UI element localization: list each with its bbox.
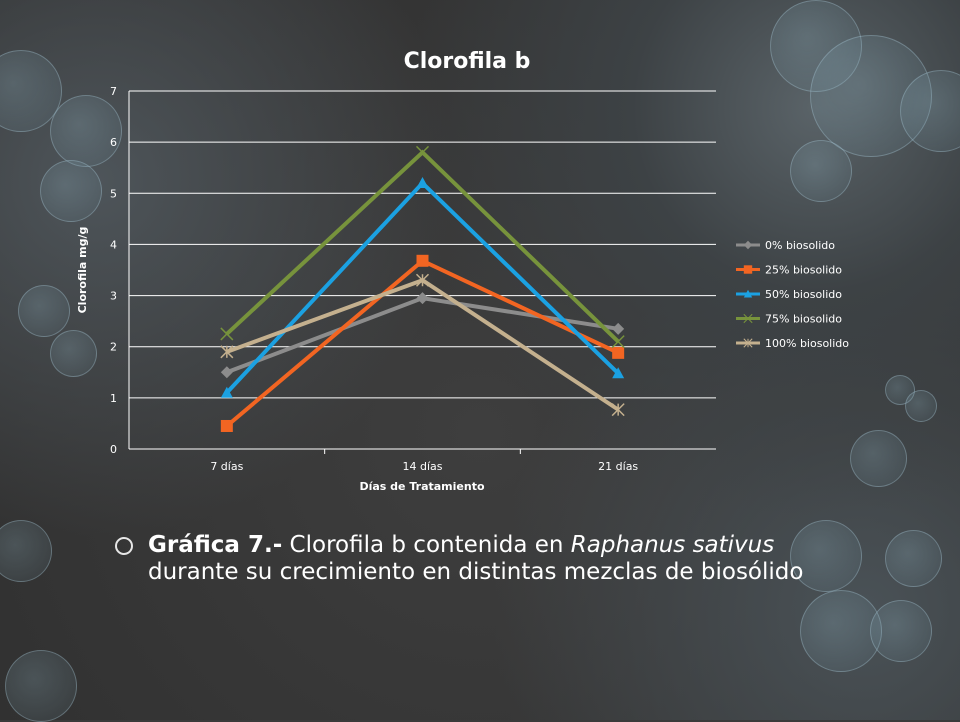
marker-stroke <box>415 145 430 159</box>
data-point <box>743 338 753 348</box>
data-point <box>416 177 429 189</box>
series-group <box>220 254 625 432</box>
legend-label: 75% biosolido <box>765 313 842 326</box>
data-point <box>220 419 233 432</box>
marker-stroke <box>611 335 625 349</box>
data-point <box>743 313 753 324</box>
y-tick-label: 6 <box>110 136 117 149</box>
data-point <box>612 346 625 359</box>
caption-species: Raphanus sativus <box>570 532 775 558</box>
legend-item: 75% biosolido <box>736 313 842 326</box>
series-line <box>225 180 620 395</box>
data-point <box>220 366 233 379</box>
series-group <box>220 273 625 417</box>
y-tick-label: 3 <box>110 290 117 303</box>
legend-item: 50% biosolido <box>736 288 842 301</box>
y-tick-label: 4 <box>110 238 117 251</box>
y-tick-label: 2 <box>110 341 117 354</box>
x-tick-label: 14 días <box>402 460 442 473</box>
legend-label: 0% biosolido <box>765 239 835 252</box>
chart-legend: 0% biosolido 25% biosolido 50% biosolido 75… <box>736 239 849 350</box>
data-point <box>611 335 625 349</box>
bullet-icon <box>115 537 133 555</box>
data-point <box>743 265 753 274</box>
x-axis-ticks: 7 días 14 días 21 días <box>210 449 638 473</box>
series-group <box>220 292 625 379</box>
data-point <box>611 403 625 417</box>
slide-caption: Gráfica 7.- Clorofila b contenida en Rap… <box>115 532 895 586</box>
x-tick-label: 21 días <box>598 460 638 473</box>
legend-item: 0% biosolido <box>736 239 835 252</box>
legend-label: 50% biosolido <box>765 288 842 301</box>
chart-gridlines <box>128 90 716 450</box>
marker-stroke <box>743 313 753 324</box>
series-group <box>220 177 625 398</box>
legend-item: 25% biosolido <box>736 264 842 277</box>
marker-stroke <box>220 327 234 341</box>
y-axis-label: Clorofila mg/g <box>76 227 89 314</box>
caption-text: Gráfica 7.- Clorofila b contenida en Rap… <box>148 532 895 586</box>
legend-label: 100% biosolido <box>765 337 849 350</box>
y-tick-label: 7 <box>110 85 117 98</box>
y-tick-label: 5 <box>110 187 117 200</box>
series-line <box>226 296 619 375</box>
data-point <box>416 292 429 305</box>
x-tick-label: 7 días <box>210 460 243 473</box>
chart-series <box>220 145 625 432</box>
data-point <box>220 327 234 341</box>
caption-part-1: Clorofila b contenida en <box>282 532 571 558</box>
data-point <box>416 254 429 267</box>
legend-item: 100% biosolido <box>736 337 849 350</box>
data-point <box>220 345 234 359</box>
legend-label: 25% biosolido <box>765 264 842 277</box>
data-point <box>743 240 753 250</box>
data-point <box>743 289 753 298</box>
data-point <box>415 145 430 159</box>
x-axis-label: Días de Tratamiento <box>359 480 484 493</box>
caption-part-2: durante su crecimiento en distintas mezc… <box>148 559 804 585</box>
y-tick-label: 1 <box>110 392 117 405</box>
chart-title: Clorofila b <box>404 49 531 74</box>
y-tick-label: 0 <box>110 443 117 456</box>
data-point <box>612 322 625 335</box>
data-point <box>220 386 233 398</box>
data-point <box>612 367 625 379</box>
y-axis-ticks: 0 1 2 3 4 5 6 7 <box>110 85 117 456</box>
caption-label: Gráfica 7.- <box>148 532 283 558</box>
series-group <box>220 145 625 349</box>
data-point <box>415 273 430 287</box>
